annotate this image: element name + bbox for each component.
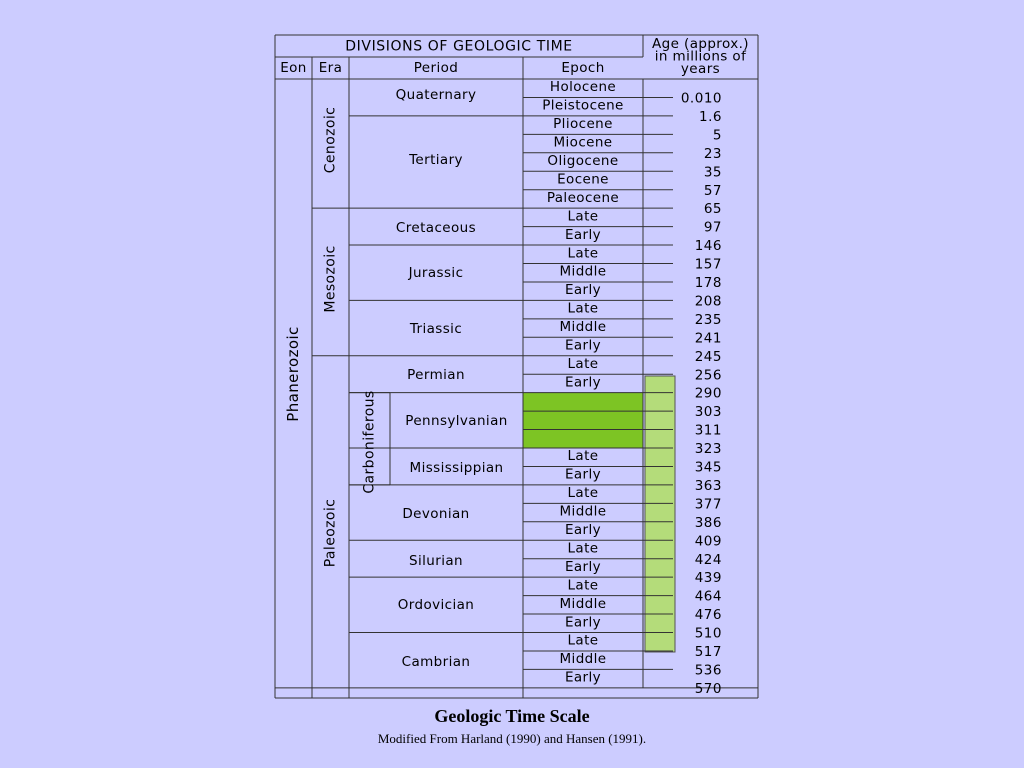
carboniferous-label: Carboniferous	[362, 390, 378, 493]
period-label: Pennsylvanian	[405, 413, 507, 429]
epoch-label: Early	[565, 227, 601, 243]
age-header-line: in millions of	[655, 49, 747, 65]
age-value: 476	[695, 607, 722, 623]
age-value: 409	[695, 533, 722, 549]
age-value: 208	[695, 293, 722, 309]
col-header-eon: Eon	[280, 60, 307, 76]
period-label: Silurian	[409, 553, 463, 569]
epoch-label: Early	[565, 374, 601, 390]
period-label: Jurassic	[408, 265, 464, 281]
age-value: 97	[704, 220, 722, 236]
age-header-line: years	[681, 61, 720, 77]
age-value: 303	[695, 404, 722, 420]
epoch-label: Early	[565, 282, 601, 298]
period-label: Ordovician	[398, 597, 475, 613]
age-value: 439	[695, 570, 722, 586]
period-label: Cretaceous	[396, 220, 476, 236]
epoch-label: Holocene	[550, 79, 616, 95]
period-label: Cambrian	[402, 654, 471, 670]
epoch-label: Late	[568, 301, 599, 317]
age-value: 178	[695, 275, 722, 291]
epoch-label: Late	[568, 540, 599, 556]
caption-subtitle: Modified From Harland (1990) and Hansen …	[377, 731, 647, 746]
period-label: Triassic	[409, 321, 462, 337]
epoch-label: Middle	[560, 651, 607, 667]
epoch-label: Early	[565, 338, 601, 354]
epoch-label: Late	[568, 356, 599, 372]
age-value: 23	[704, 146, 722, 162]
epoch-label: Paleocene	[547, 190, 619, 206]
col-header-epoch: Epoch	[561, 60, 604, 76]
period-label: Tertiary	[408, 152, 463, 168]
age-value: 290	[695, 386, 722, 402]
epoch-label: Middle	[560, 596, 607, 612]
age-value: 57	[704, 183, 722, 199]
epoch-label: Early	[565, 467, 601, 483]
epoch-label: Eocene	[557, 171, 609, 187]
eon-label: Phanerozoic	[284, 326, 302, 421]
period-label: Devonian	[402, 506, 469, 522]
epoch-label: Early	[565, 522, 601, 538]
age-value: 235	[695, 312, 722, 328]
age-value: 5	[713, 127, 722, 143]
age-value: 256	[695, 367, 722, 383]
caption-title: Geologic Time Scale	[434, 706, 590, 726]
age-value: 464	[695, 589, 722, 605]
col-header-period: Period	[414, 60, 459, 76]
age-value: 245	[695, 349, 722, 365]
age-value: 517	[695, 644, 722, 660]
age-value: 386	[695, 515, 722, 531]
age-value: 363	[695, 478, 722, 494]
age-value: 424	[695, 552, 722, 568]
age-value: 35	[704, 164, 722, 180]
period-label: Permian	[407, 367, 465, 383]
epoch-label: Late	[568, 633, 599, 649]
age-value: 241	[695, 330, 722, 346]
epoch-label: Early	[565, 614, 601, 630]
epoch-label: Early	[565, 559, 601, 575]
epoch-label: Late	[568, 208, 599, 224]
age-highlight-bar	[644, 375, 676, 653]
pennsylvanian-highlight	[523, 392, 643, 448]
epoch-label: Late	[568, 245, 599, 261]
age-value: 536	[695, 662, 722, 678]
era-label: Paleozoic	[323, 499, 339, 568]
age-value: 570	[695, 681, 722, 697]
table-title: DIVISIONS OF GEOLOGIC TIME	[345, 39, 572, 55]
epoch-label: Pleistocene	[542, 98, 624, 114]
era-label: Cenozoic	[323, 107, 339, 174]
epoch-label: Oligocene	[547, 153, 618, 169]
age-header-line: Age (approx.)	[652, 36, 749, 52]
epoch-label: Late	[568, 485, 599, 501]
age-value: 0.010	[681, 91, 722, 107]
epoch-label: Middle	[560, 319, 607, 335]
era-label: Mesozoic	[323, 245, 339, 312]
period-label: Mississippian	[410, 460, 504, 476]
epoch-label: Early	[565, 670, 601, 686]
col-header-era: Era	[319, 60, 343, 76]
age-value: 146	[695, 238, 722, 254]
epoch-label: Late	[568, 577, 599, 593]
age-value: 345	[695, 460, 722, 476]
age-value: 1.6	[699, 109, 722, 125]
age-value: 65	[704, 201, 722, 217]
age-value: 510	[695, 626, 722, 642]
epoch-label: Middle	[560, 504, 607, 520]
epoch-label: Pliocene	[553, 116, 613, 132]
period-label: Quaternary	[396, 87, 477, 103]
age-value: 157	[695, 257, 722, 273]
epoch-label: Late	[568, 448, 599, 464]
epoch-label: Miocene	[553, 135, 612, 151]
epoch-label: Middle	[560, 264, 607, 280]
age-value: 323	[695, 441, 722, 457]
age-value: 311	[695, 423, 722, 439]
age-value: 377	[695, 496, 722, 512]
